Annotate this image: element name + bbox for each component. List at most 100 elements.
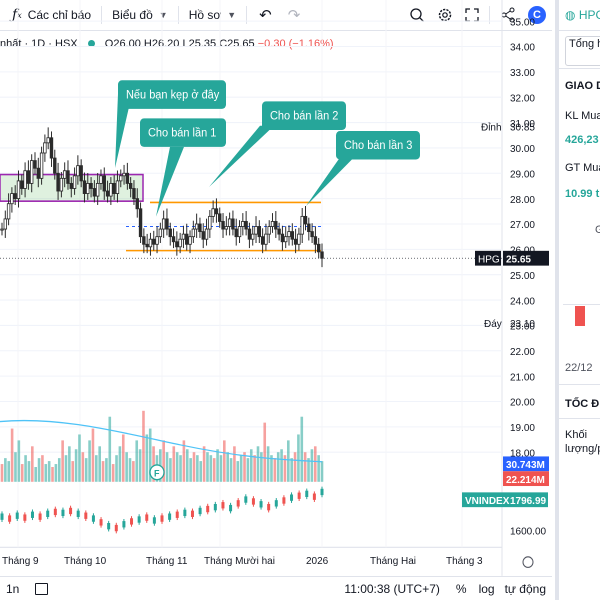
candle-body [264, 233, 268, 245]
divider [246, 6, 248, 24]
volume-bar [276, 452, 280, 482]
callout-box [118, 80, 226, 109]
candle-body [277, 228, 281, 235]
time-tick-label: Tháng 3 [446, 556, 483, 567]
volume-bar [101, 461, 105, 482]
clock-time[interactable]: 11:00:38 (UTC+7) [344, 582, 440, 596]
candle-body [3, 218, 7, 230]
volume-bar [243, 452, 246, 482]
volume-bar [51, 467, 54, 482]
low-label: Đáy [484, 319, 503, 330]
mini-bar-down [575, 306, 585, 326]
candle-body [72, 175, 77, 189]
candle-body [46, 137, 50, 144]
tab-overview-label: Tổng hợp [569, 38, 600, 50]
index-candle [107, 523, 111, 530]
volume-bar [24, 455, 27, 482]
volume-bar [283, 455, 287, 482]
candle-body [82, 180, 87, 194]
index-candle [15, 512, 19, 519]
goto-date-icon[interactable] [35, 583, 49, 595]
index-candle [99, 519, 103, 526]
candle-body [155, 236, 159, 245]
time-tick-label: Tháng 10 [64, 556, 106, 567]
volume-bar [313, 446, 317, 482]
candle-body [23, 170, 27, 189]
fullscreen-button[interactable] [459, 0, 485, 30]
brand-logo[interactable]: C [522, 0, 552, 30]
candle-body [211, 208, 215, 217]
logo-icon: C [528, 6, 546, 24]
volume-bar [223, 440, 226, 482]
volume-bar [37, 458, 41, 482]
interval-button[interactable]: 1n [6, 582, 20, 596]
fullscreen-icon [465, 8, 479, 22]
redo-button[interactable]: ↷ [280, 0, 309, 30]
candle-body [274, 221, 278, 230]
settings-button[interactable] [431, 0, 459, 30]
volume-bar [148, 428, 152, 482]
candle-body [53, 157, 57, 174]
profile-label: Hồ sơ [188, 8, 222, 22]
callout-box [140, 118, 226, 147]
symbol-price-label-bg [475, 250, 501, 266]
price-tick-label: 23.00 [510, 321, 535, 332]
callout-text: Cho bán lần 1 [148, 127, 216, 139]
index-candle [259, 501, 263, 508]
candle-body [270, 221, 275, 227]
volume-bar [165, 452, 169, 482]
index-candle [137, 516, 141, 523]
khoi-label: Khối lượng/p [565, 429, 600, 455]
callout-box [336, 131, 420, 160]
volume-bar [293, 452, 297, 482]
index-candle [244, 496, 248, 503]
tab-overview[interactable]: Tổng hợp [565, 36, 600, 66]
chart-type-button[interactable]: Biểu đồ ▼ [106, 0, 174, 30]
callout-text: Nếu bạn kẹp ở đây [126, 89, 220, 101]
candle-body [307, 223, 311, 233]
candle-body [178, 238, 182, 248]
price-tick-label: 29.00 [510, 169, 535, 180]
volume-bar [175, 452, 179, 482]
candle-body [135, 198, 139, 210]
volume-bar [105, 458, 108, 482]
percent-toggle[interactable]: % [455, 582, 467, 596]
earnings-marker-label: F [154, 468, 160, 478]
volume-bar [41, 455, 44, 482]
candle-body [244, 221, 248, 230]
price-chart[interactable]: 35.00 34.00 33.00 32.00 31.00 30.00 29.00 28.00… [0, 0, 552, 579]
index-candle [183, 509, 187, 517]
candle-body [290, 231, 295, 240]
candle-body [152, 238, 156, 245]
auto-toggle[interactable]: tự động [504, 582, 546, 596]
chart-type-label: Biểu đồ [112, 8, 153, 22]
divider [489, 6, 490, 24]
gt-label: GT Mua [565, 162, 600, 174]
volume-bar [47, 461, 51, 482]
panel-symbol-label: HPG [578, 8, 600, 22]
candle-body [241, 221, 245, 227]
volume-bar [266, 446, 270, 482]
volume-bar [118, 446, 122, 482]
volume-bar [115, 455, 118, 482]
candle-body [16, 180, 21, 200]
volume-value: 22.214M [506, 475, 545, 486]
panel-symbol[interactable]: ◍ HPG [565, 8, 600, 22]
volume-bar [121, 434, 125, 482]
section-speed: TỐC Đ [565, 398, 600, 410]
right-panel: ◍ HPG Tổng hợp GIAO D KL Mua 426,23 GT M… [555, 0, 600, 600]
volume-bar [192, 452, 196, 482]
divider [101, 6, 103, 24]
volume-bar [219, 455, 223, 482]
kl-value: 426,23 [565, 134, 599, 146]
undo-button[interactable]: ↶ [251, 0, 280, 30]
log-toggle[interactable]: log [478, 582, 495, 596]
volume-bar [202, 446, 206, 482]
time-tick-label: 2026 [306, 556, 328, 567]
volume-bar [246, 458, 250, 482]
earnings-marker [149, 464, 165, 481]
price-tick-label: 30.00 [510, 144, 535, 155]
gear-icon [438, 8, 452, 22]
profile-button[interactable]: Hồ sơ ▼ [183, 0, 242, 30]
